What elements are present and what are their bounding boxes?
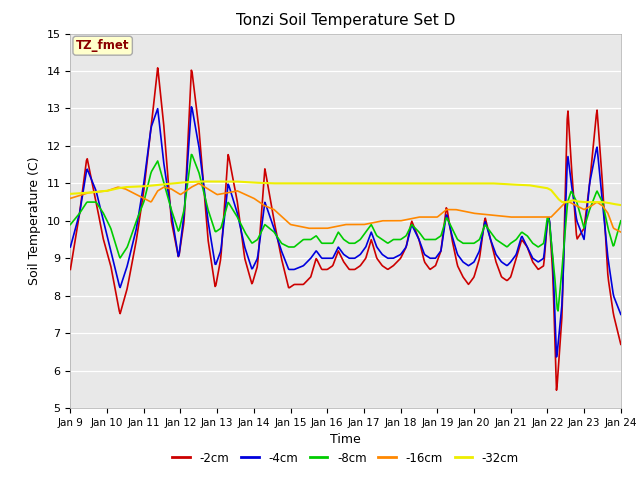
Y-axis label: Soil Temperature (C): Soil Temperature (C) [28, 156, 41, 285]
Title: Tonzi Soil Temperature Set D: Tonzi Soil Temperature Set D [236, 13, 455, 28]
Legend: -2cm, -4cm, -8cm, -16cm, -32cm: -2cm, -4cm, -8cm, -16cm, -32cm [168, 447, 524, 469]
Text: TZ_fmet: TZ_fmet [76, 39, 129, 52]
X-axis label: Time: Time [330, 433, 361, 446]
